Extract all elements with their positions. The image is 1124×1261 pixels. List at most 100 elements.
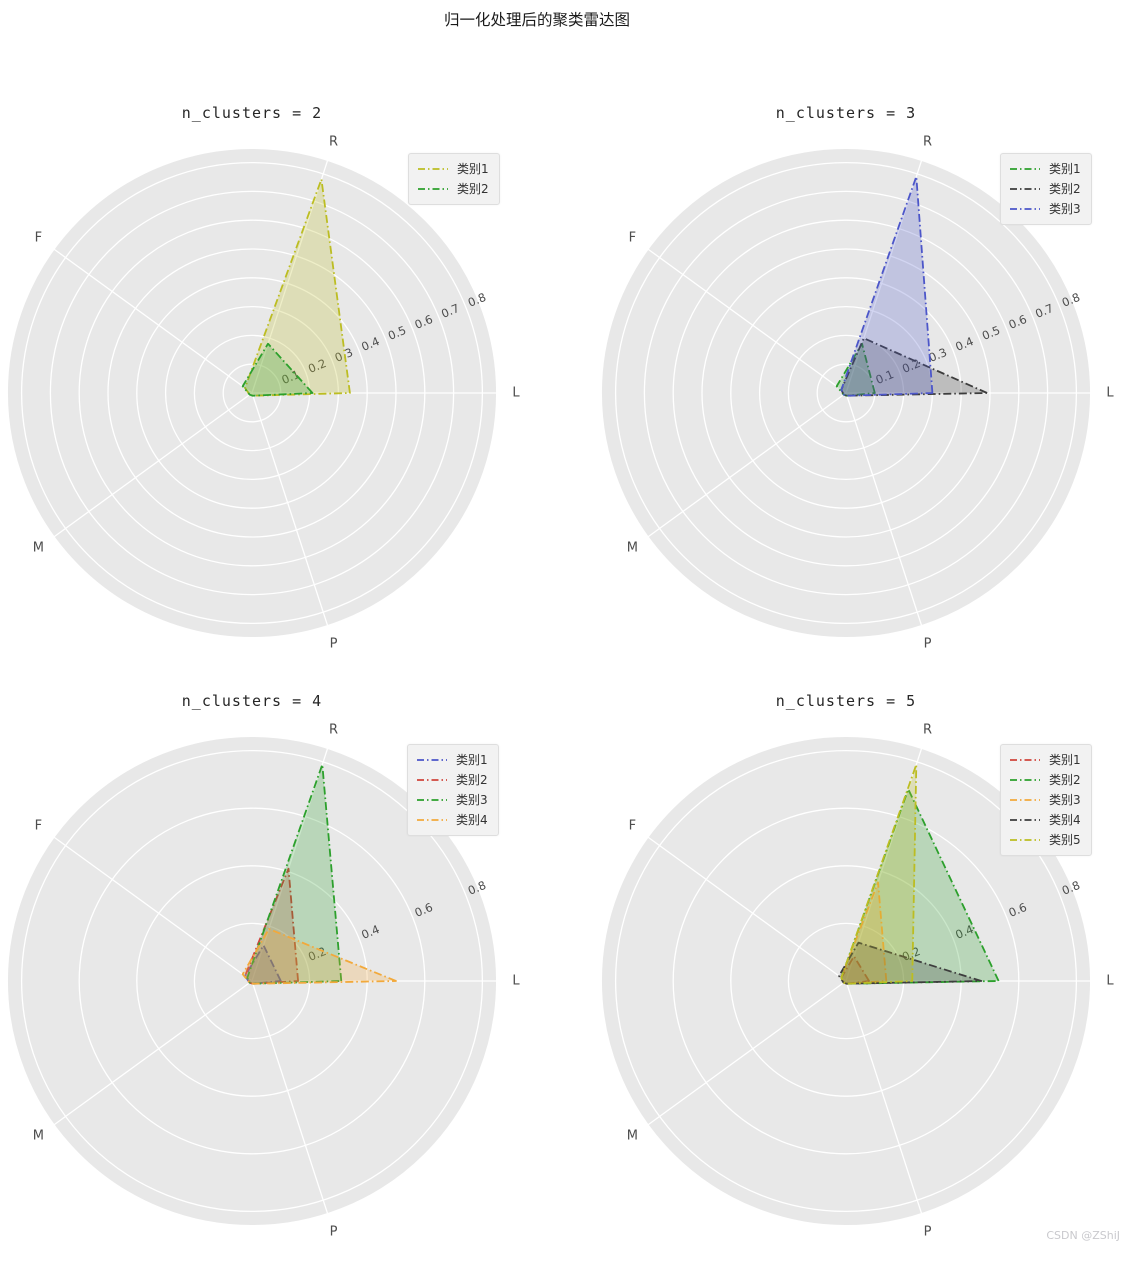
series-polygon bbox=[838, 941, 983, 985]
radial-tick-label: 0.7 bbox=[439, 301, 461, 321]
radial-tick-label: 0.6 bbox=[413, 900, 435, 920]
axis-label: F bbox=[629, 230, 636, 245]
legend-label: 类别1 bbox=[456, 753, 488, 767]
axis-label: F bbox=[629, 818, 636, 833]
series-polygon bbox=[840, 175, 934, 397]
legend-label: 类别1 bbox=[1049, 162, 1081, 176]
legend-item: 类别3 bbox=[1009, 790, 1081, 810]
axis-spoke bbox=[251, 980, 329, 1215]
series-polygon bbox=[244, 178, 351, 397]
radar-chart-1: L R F M P 0.10.20.30.40.50.60.70.8 bbox=[6, 134, 520, 652]
radial-tick-label: 0.4 bbox=[359, 334, 381, 354]
legend: 类别1 类别2 类别3 bbox=[1000, 153, 1092, 225]
legend-label: 类别2 bbox=[456, 773, 488, 787]
axis-label: M bbox=[33, 1129, 44, 1144]
legend-item: 类别1 bbox=[416, 750, 488, 770]
radial-tick-label: 0.3 bbox=[333, 345, 355, 365]
legend-item: 类别4 bbox=[1009, 810, 1081, 830]
legend-line-sample bbox=[1010, 168, 1040, 170]
axis-label: M bbox=[627, 541, 638, 556]
series-polygon bbox=[244, 867, 299, 985]
legend-item: 类别2 bbox=[1009, 770, 1081, 790]
legend-label: 类别2 bbox=[1049, 182, 1081, 196]
legend-label: 类别3 bbox=[456, 793, 488, 807]
axis-label: R bbox=[329, 722, 338, 737]
radial-tick-label: 0.2 bbox=[306, 944, 328, 964]
axis-spoke bbox=[647, 980, 847, 1126]
legend: 类别1 类别2 类别3 类别4 bbox=[407, 744, 499, 836]
radial-tick-label: 0.3 bbox=[927, 345, 949, 365]
axis-label: L bbox=[512, 386, 520, 401]
legend-item: 类别2 bbox=[1009, 179, 1081, 199]
legend-label: 类别4 bbox=[456, 813, 488, 827]
subplot-n-clusters-4: L R F M P 0.2 0.4 0.6 0.8 bbox=[0, 701, 532, 1261]
legend-line-sample bbox=[1010, 799, 1040, 801]
subplot-n-clusters-3: L R F M P 0.1 0.2 0.3 0.4 0.5 0.6 0.7 0.8 bbox=[566, 113, 1124, 673]
radial-tick-label: 0.5 bbox=[980, 323, 1002, 343]
legend-line-sample bbox=[417, 819, 447, 821]
radial-tick-label: 0.4 bbox=[953, 922, 975, 942]
legend: 类别1 类别2 bbox=[408, 153, 500, 205]
radial-tick-label: 0.8 bbox=[466, 290, 488, 310]
radial-tick-label: 0.2 bbox=[900, 944, 922, 964]
axis-spoke bbox=[647, 836, 847, 982]
axis-spoke bbox=[53, 248, 253, 394]
legend-line-sample bbox=[417, 759, 447, 761]
subplot-title: n_clusters = 4 bbox=[181, 692, 323, 710]
series-polygon bbox=[246, 763, 343, 985]
radial-tick-label: 0.6 bbox=[1007, 312, 1029, 332]
subplot-title: n_clusters = 5 bbox=[775, 692, 917, 710]
legend-item: 类别5 bbox=[1009, 830, 1081, 850]
legend-item: 类别3 bbox=[1009, 199, 1081, 219]
axis-spoke bbox=[53, 980, 253, 1126]
legend-item: 类别1 bbox=[1009, 159, 1081, 179]
watermark: CSDN @ZShiJ bbox=[1046, 1229, 1120, 1242]
radial-tick-label: 0.1 bbox=[873, 367, 895, 387]
radial-tick-label: 0.5 bbox=[386, 323, 408, 343]
radar-chart-4: L R F M P 0.2 0.4 0.6 0.8 bbox=[600, 722, 1114, 1240]
legend-item: 类别4 bbox=[416, 810, 488, 830]
axis-label: F bbox=[35, 818, 42, 833]
axis-spoke bbox=[53, 836, 253, 982]
legend-line-sample bbox=[418, 188, 448, 190]
axis-label: L bbox=[1106, 386, 1114, 401]
legend-label: 类别5 bbox=[1049, 833, 1081, 847]
legend-item: 类别3 bbox=[416, 790, 488, 810]
axis-spoke bbox=[845, 980, 923, 1215]
subplot-title: n_clusters = 2 bbox=[181, 104, 323, 122]
radial-tick-label: 0.6 bbox=[1007, 900, 1029, 920]
axis-label: P bbox=[330, 1225, 338, 1240]
legend-line-sample bbox=[417, 779, 447, 781]
legend-label: 类别4 bbox=[1049, 813, 1081, 827]
legend-line-sample bbox=[1010, 839, 1040, 841]
legend-label: 类别3 bbox=[1049, 793, 1081, 807]
legend: 类别1 类别2 类别3 类别4 类别5 bbox=[1000, 744, 1092, 856]
axis-label: M bbox=[33, 541, 44, 556]
radial-tick-label: 0.4 bbox=[953, 334, 975, 354]
radar-chart-3: L R F M P 0.2 0.4 0.6 0.8 bbox=[6, 722, 520, 1240]
legend-item: 类别2 bbox=[416, 770, 488, 790]
legend-line-sample bbox=[1010, 759, 1040, 761]
radial-tick-label: 0.7 bbox=[1033, 301, 1055, 321]
radial-tick-label: 0.8 bbox=[1060, 878, 1082, 898]
legend-line-sample bbox=[1010, 208, 1040, 210]
axis-spoke bbox=[647, 392, 847, 538]
axis-label: P bbox=[924, 1225, 932, 1240]
axis-spoke bbox=[845, 392, 923, 627]
radial-tick-label: 0.8 bbox=[1060, 290, 1082, 310]
series-polygon bbox=[241, 928, 397, 985]
page-title: 归一化处理后的聚类雷达图 bbox=[443, 11, 630, 29]
subplot-title: n_clusters = 3 bbox=[775, 104, 917, 122]
legend-label: 类别3 bbox=[1049, 202, 1081, 216]
legend-line-sample bbox=[1010, 779, 1040, 781]
radar-chart-2: L R F M P 0.10.20.30.40.50.60.70.8 bbox=[600, 134, 1114, 652]
axis-label: R bbox=[923, 722, 932, 737]
axis-spoke bbox=[251, 392, 329, 627]
series-polygon bbox=[840, 788, 1000, 985]
legend-label: 类别2 bbox=[1049, 773, 1081, 787]
radial-tick-label: 0.2 bbox=[900, 356, 922, 376]
legend-label: 类别1 bbox=[457, 162, 489, 176]
series-polygon bbox=[835, 342, 876, 397]
axis-label: P bbox=[924, 637, 932, 652]
axis-label: F bbox=[35, 230, 42, 245]
